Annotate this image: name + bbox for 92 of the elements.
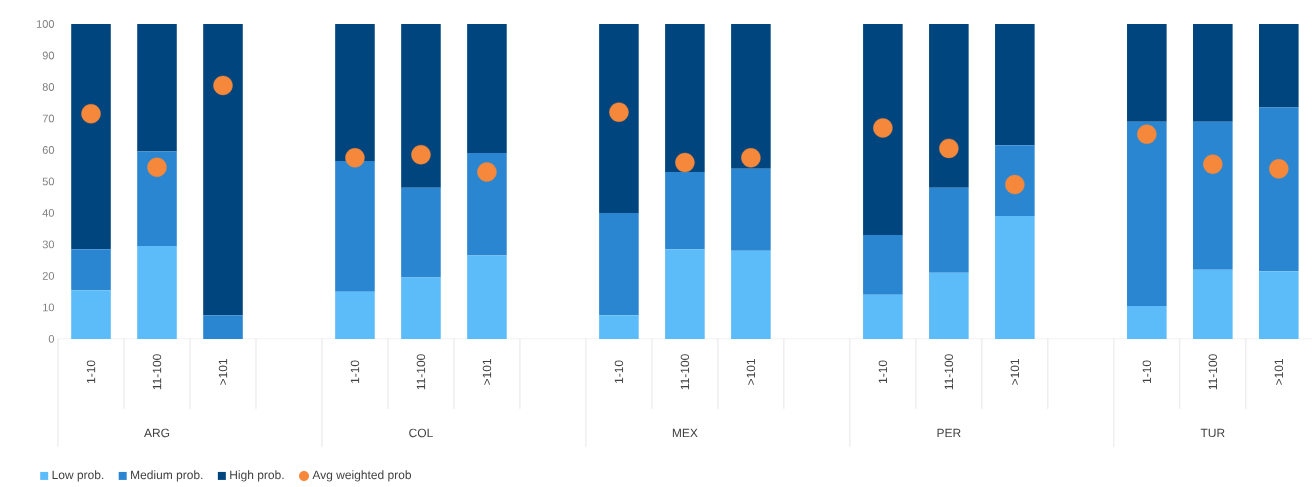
y-tick-label: 40: [42, 209, 55, 217]
bar: [401, 24, 441, 188]
bar: [1127, 24, 1167, 122]
y-tick-label: 90: [42, 51, 55, 60]
bar: [599, 315, 639, 339]
point: [1137, 124, 1157, 144]
bar: [1259, 271, 1299, 339]
point: [477, 162, 497, 182]
bar: [1259, 24, 1299, 108]
bar: [71, 24, 111, 250]
bar: [995, 24, 1035, 146]
x-tick-label: 11-100: [152, 354, 162, 390]
point: [675, 152, 695, 173]
bar: [137, 24, 177, 152]
point: [1203, 154, 1223, 174]
bar: [467, 255, 507, 339]
bar: [335, 291, 375, 339]
point: [345, 148, 365, 168]
bar: [665, 24, 705, 173]
x-tick-label: 11-100: [680, 354, 690, 390]
bar: [599, 24, 639, 213]
point: [939, 138, 959, 159]
point: [741, 148, 761, 168]
bar: [1193, 269, 1233, 339]
bar: [995, 216, 1035, 339]
y-tick-label: 60: [42, 146, 55, 154]
y-tick-label: 0: [48, 335, 55, 343]
bar: [929, 24, 969, 188]
bar: [731, 168, 771, 251]
point: [147, 157, 167, 178]
bar: [863, 294, 903, 339]
bar: [203, 315, 243, 339]
bar: [863, 235, 903, 295]
bar: [401, 277, 441, 339]
text: MEX: [672, 428, 698, 438]
text: PER: [937, 428, 961, 438]
bar: [1127, 305, 1167, 339]
bar: [71, 249, 111, 291]
x-tick-label: >101: [746, 359, 756, 385]
legend-label: Low prob.: [52, 470, 104, 482]
bar: [731, 250, 771, 339]
x-tick-label: 1-10: [614, 360, 624, 384]
x-tick-label: 1-10: [350, 360, 360, 384]
x-tick-label: 11-100: [1208, 354, 1218, 390]
x-tick-label: 11-100: [944, 354, 954, 390]
text: ARG: [144, 428, 170, 438]
y-tick-label: 80: [42, 83, 55, 91]
bar: [863, 24, 903, 236]
x-tick-label: 1-10: [878, 360, 888, 384]
x-tick-label: >101: [218, 359, 228, 385]
bar: [1193, 24, 1233, 122]
bar: [731, 24, 771, 169]
point: [1269, 159, 1289, 179]
x-tick-label: 1-10: [86, 360, 96, 384]
y-tick-label: 10: [43, 303, 55, 312]
bar: [1193, 121, 1233, 270]
x-tick-label: >101: [1274, 359, 1284, 385]
bar: [467, 153, 507, 256]
bar: [929, 272, 969, 339]
bar: [137, 246, 177, 339]
point: [873, 118, 893, 138]
text: TUR: [1200, 428, 1225, 438]
bar: [203, 24, 243, 316]
bar: [1127, 121, 1167, 306]
bar: [467, 24, 507, 154]
bar: [401, 187, 441, 278]
bar: [137, 151, 177, 247]
bar: [665, 249, 705, 339]
x-tick-label: >101: [482, 359, 492, 385]
bar: [599, 213, 639, 316]
bar: [71, 290, 111, 339]
y-tick-label: 20: [42, 272, 55, 280]
bar: [335, 24, 375, 162]
bar: [1259, 107, 1299, 272]
x-tick-label: 11-100: [416, 354, 426, 390]
text: COL: [409, 428, 433, 438]
point: [411, 145, 431, 165]
y-tick-label: 30: [42, 240, 55, 249]
bar: [335, 161, 375, 292]
x-tick-label: >101: [1010, 359, 1020, 385]
point: [609, 102, 629, 122]
bar: [929, 187, 969, 273]
point: [81, 104, 101, 124]
y-tick-label: 70: [42, 114, 55, 123]
y-tick-label: 100: [36, 20, 55, 28]
bar: [665, 172, 705, 250]
legend-label: Medium prob.: [131, 470, 203, 482]
y-tick-label: 50: [42, 177, 55, 186]
legend-label: High prob.: [230, 470, 284, 482]
x-tick-label: 1-10: [1142, 360, 1152, 384]
legend-label: Avg weighted prob: [312, 470, 412, 482]
point: [213, 75, 233, 96]
